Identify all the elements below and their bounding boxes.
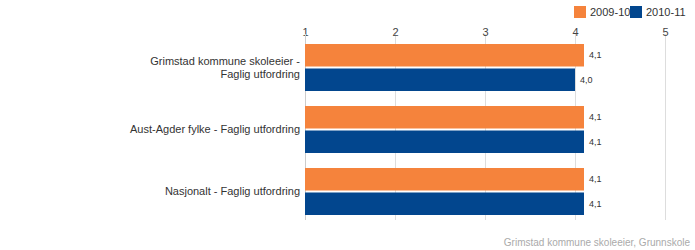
- bar: [305, 131, 584, 154]
- bar: [305, 193, 584, 216]
- bar: [305, 106, 584, 129]
- grid-line: [665, 34, 666, 220]
- data-label: 4,1: [589, 199, 602, 209]
- legend: 2009-10 2010-11: [574, 6, 686, 18]
- data-label: 4,1: [589, 112, 602, 122]
- legend-swatch: [574, 6, 586, 18]
- legend-label: 2009-10: [590, 6, 630, 18]
- category-label: Aust-Agder fylke - Faglig utfordring: [60, 106, 300, 153]
- legend-label: 2010-11: [646, 6, 686, 18]
- bar: [305, 44, 584, 67]
- source-note: Grimstad kommune skoleeier, Grunnskole: [504, 237, 691, 248]
- data-label: 4,0: [580, 75, 593, 85]
- category-label: Nasjonalt - Faglig utfordring: [60, 168, 300, 215]
- data-label: 4,1: [589, 50, 602, 60]
- tick-label: 5: [662, 26, 668, 38]
- tick-label: 3: [482, 26, 488, 38]
- tick-label: 2: [392, 26, 398, 38]
- category-label: Grimstad kommune skoleeier - Faglig utfo…: [60, 44, 300, 91]
- data-label: 4,1: [589, 174, 602, 184]
- legend-swatch: [630, 6, 642, 18]
- tick-label: 4: [572, 26, 578, 38]
- bars: [305, 44, 584, 215]
- data-label: 4,1: [589, 137, 602, 147]
- data-labels: 4,1 4,0 4,1 4,1 4,1 4,1: [580, 50, 602, 209]
- bar: [305, 168, 584, 191]
- bar: [305, 69, 575, 92]
- chart: 123454,14,04,14,14,14,12009-102010-11Gri…: [0, 0, 695, 250]
